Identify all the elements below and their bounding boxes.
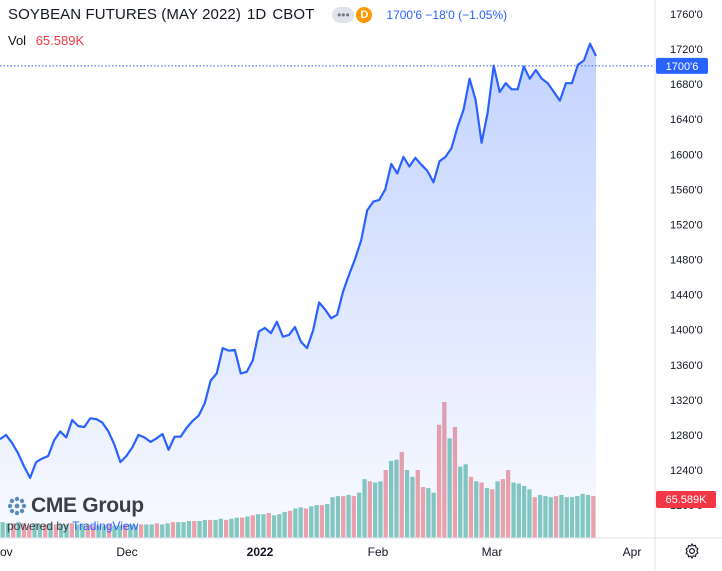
tradingview-link[interactable]: TradingView [72, 519, 139, 533]
price-change: −18'0 [425, 7, 455, 22]
volume-value: 65.589K [35, 33, 85, 48]
price-change-group: 1700'6 −18'0 (−1.05%) [386, 8, 507, 22]
x-tick-label: 2022 [247, 545, 274, 559]
y-tick-label: 1760'0 [670, 9, 703, 21]
volume-legend: Vol 65.589K [8, 33, 84, 48]
y-tick-label: 1600'0 [670, 149, 703, 161]
volume-label: Vol [8, 33, 27, 48]
powered-by-text: powered by [7, 519, 70, 533]
y-tick-label: 1720'0 [670, 44, 703, 56]
x-tick-label: Mar [482, 545, 503, 559]
y-tick-label: 1240'0 [670, 465, 703, 477]
x-tick-label: Dec [116, 545, 137, 559]
y-tick-label: 1560'0 [670, 184, 703, 196]
y-tick-label: 1680'0 [670, 79, 703, 91]
y-tick-label: 1400'0 [670, 325, 703, 337]
y-tick-label: 1520'0 [670, 219, 703, 231]
ellipsis-icon[interactable]: ••• [332, 6, 355, 23]
gear-icon[interactable] [683, 542, 701, 560]
last-price-badge-text: 1700'6 [666, 61, 699, 73]
cme-brand-text: CME Group [31, 494, 144, 517]
last-price-badge [656, 57, 708, 74]
x-tick-label: Feb [368, 545, 389, 559]
powered-by-line: powered by TradingView [7, 519, 144, 533]
d-badge[interactable]: D [356, 6, 373, 23]
last-price: 1700'6 [386, 7, 423, 22]
price-line [0, 42, 597, 479]
price-change-percent: (−1.05%) [458, 7, 508, 22]
cme-group-logo[interactable]: CME Group powered by TradingView [7, 494, 144, 533]
volume-badge [656, 491, 716, 508]
x-tick-label: Apr [623, 545, 642, 559]
x-tick-label: ov [0, 545, 13, 559]
interval-label[interactable]: 1D [246, 6, 267, 23]
globe-icon [7, 496, 27, 516]
y-tick-label: 1320'0 [670, 395, 703, 407]
volume-badge-text: 65.589K [666, 494, 708, 506]
y-tick-label: 1640'0 [670, 114, 703, 126]
chart-header: SOYBEAN FUTURES (MAY 2022) 1D CBOT ••• D… [8, 6, 507, 23]
exchange-label: CBOT [272, 6, 315, 23]
symbol-title[interactable]: SOYBEAN FUTURES (MAY 2022) [8, 6, 241, 23]
y-tick-label: 1280'0 [670, 430, 703, 442]
time-axis[interactable]: ov Dec 2022 Feb Mar Apr [0, 545, 641, 559]
y-tick-label: 1440'0 [670, 290, 703, 302]
price-axis[interactable]: 1760'0 1720'0 1680'0 1640'0 1600'0 1560'0 1520… [670, 9, 703, 512]
price-area-fill [0, 43, 596, 538]
axis-badges: 1700'6 65.589K [656, 57, 716, 508]
y-tick-label: 1360'0 [670, 360, 703, 372]
y-tick-label: 1480'0 [670, 255, 703, 267]
